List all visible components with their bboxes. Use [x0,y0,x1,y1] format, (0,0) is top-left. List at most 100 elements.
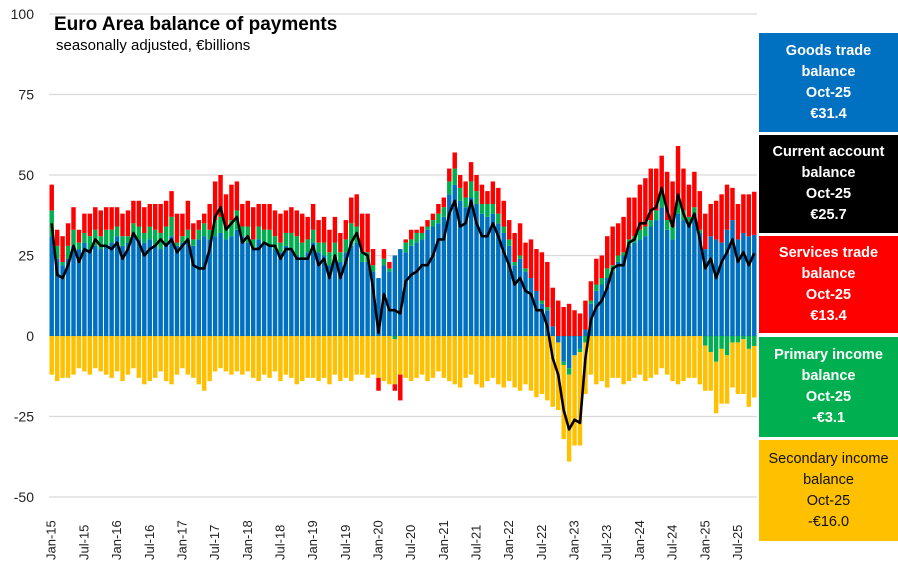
bar-services-trade-balance [387,261,392,269]
x-tick-label: Jul-23 [599,525,614,560]
bar-services-trade-balance [626,197,632,240]
bar-secondary-income-balance [506,336,512,382]
x-tick-label: Jan-24 [632,520,647,560]
bar-secondary-income-balance [300,336,305,382]
bar-services-trade-balance [283,210,289,233]
legend-value: €13.4 [810,307,847,324]
bar-goods-trade-balance [659,207,664,336]
x-tick-label: Jan-20 [370,520,385,560]
x-tick-label: Jul-21 [469,525,484,560]
bar-services-trade-balance [605,236,610,269]
legend-date: Oct-25 [805,286,852,303]
x-tick-label: Jan-21 [436,520,451,560]
x-tick-label: Jul-25 [730,525,745,560]
bar-secondary-income-balance [131,336,136,369]
bar-secondary-income-balance [447,336,452,382]
bar-goods-trade-balance [212,236,218,336]
bar-secondary-income-balance [594,336,599,385]
bar-goods-trade-balance [49,236,54,336]
bar-services-trade-balance [414,229,419,233]
bar-goods-trade-balance [60,265,65,336]
bar-secondary-income-balance [387,336,392,385]
bar-services-trade-balance [251,207,256,240]
bar-services-trade-balance [577,313,583,336]
bar-primary-income-balance [659,194,664,208]
bar-secondary-income-balance [457,336,463,388]
bar-primary-income-balance [332,242,338,259]
bar-services-trade-balance [681,168,686,211]
bar-goods-trade-balance [746,236,752,336]
bar-services-trade-balance [125,210,131,237]
bar-primary-income-balance [474,191,479,204]
bar-secondary-income-balance [316,336,321,382]
bar-services-trade-balance [370,249,376,266]
bar-services-trade-balance [708,203,713,237]
bar-secondary-income-balance [256,336,261,382]
bar-primary-income-balance [485,203,490,217]
bar-services-trade-balance [566,303,572,336]
bar-goods-trade-balance [387,271,392,336]
bar-goods-trade-balance [234,229,240,336]
bar-goods-trade-balance [566,336,572,369]
bar-goods-trade-balance [338,261,343,336]
bar-goods-trade-balance [735,239,741,336]
bar-primary-income-balance [703,336,708,346]
bar-goods-trade-balance [223,239,229,336]
bar-goods-trade-balance [441,216,447,336]
bar-goods-trade-balance [305,252,310,336]
bar-secondary-income-balance [588,336,594,375]
bar-services-trade-balance [463,181,468,198]
bar-services-trade-balance [196,220,201,230]
legend-current-account: Current account balance Oct-25 €25.7 [759,135,898,233]
bar-secondary-income-balance [120,336,125,382]
bar-primary-income-balance [251,239,256,250]
bar-goods-trade-balance [501,232,506,336]
bar-secondary-income-balance [730,342,735,388]
bar-primary-income-balance [496,213,501,224]
x-tick-label: Jul-24 [665,525,680,560]
bar-services-trade-balance [441,197,447,208]
bar-goods-trade-balance [555,336,561,343]
bar-goods-trade-balance [528,278,534,336]
bar-goods-trade-balance [713,239,719,336]
bar-services-trade-balance [670,181,675,227]
legend-label: balance [801,265,856,282]
bar-primary-income-balance [245,226,251,243]
bar-services-trade-balance [468,162,474,182]
bar-secondary-income-balance [196,336,201,385]
bar-goods-trade-balance [485,216,490,336]
bar-goods-trade-balance [251,249,256,336]
bar-secondary-income-balance [452,336,457,385]
bar-secondary-income-balance [664,336,670,375]
bar-primary-income-balance [212,220,218,237]
legend-label: balance [801,165,856,181]
bar-services-trade-balance [310,203,316,230]
bar-goods-trade-balance [539,303,545,336]
bar-secondary-income-balance [147,336,152,382]
bar-goods-trade-balance [93,245,98,336]
bar-secondary-income-balance [338,336,343,382]
bar-services-trade-balance [621,216,626,253]
bar-secondary-income-balance [76,336,82,369]
legend-label: Primary income [774,347,883,363]
bar-services-trade-balance [240,203,245,227]
bar-primary-income-balance [387,268,392,272]
bar-primary-income-balance [517,255,523,259]
bar-goods-trade-balance [185,239,191,336]
legend-value: €31.4 [810,105,847,122]
bar-goods-trade-balance [419,239,425,336]
y-tick-label: 100 [11,6,35,22]
bar-goods-trade-balance [245,242,251,336]
bar-goods-trade-balance [414,242,419,336]
bar-services-trade-balance [659,155,664,195]
bar-primary-income-balance [169,216,174,237]
bar-goods-trade-balance [621,255,626,336]
bar-secondary-income-balance [752,345,757,398]
legend-date: Oct-25 [806,492,851,509]
bar-secondary-income-balance [681,336,686,382]
bar-goods-trade-balance [430,226,436,336]
y-tick-label: -50 [14,489,34,505]
bar-secondary-income-balance [479,336,485,388]
x-tick-label: Jan-16 [109,520,124,560]
